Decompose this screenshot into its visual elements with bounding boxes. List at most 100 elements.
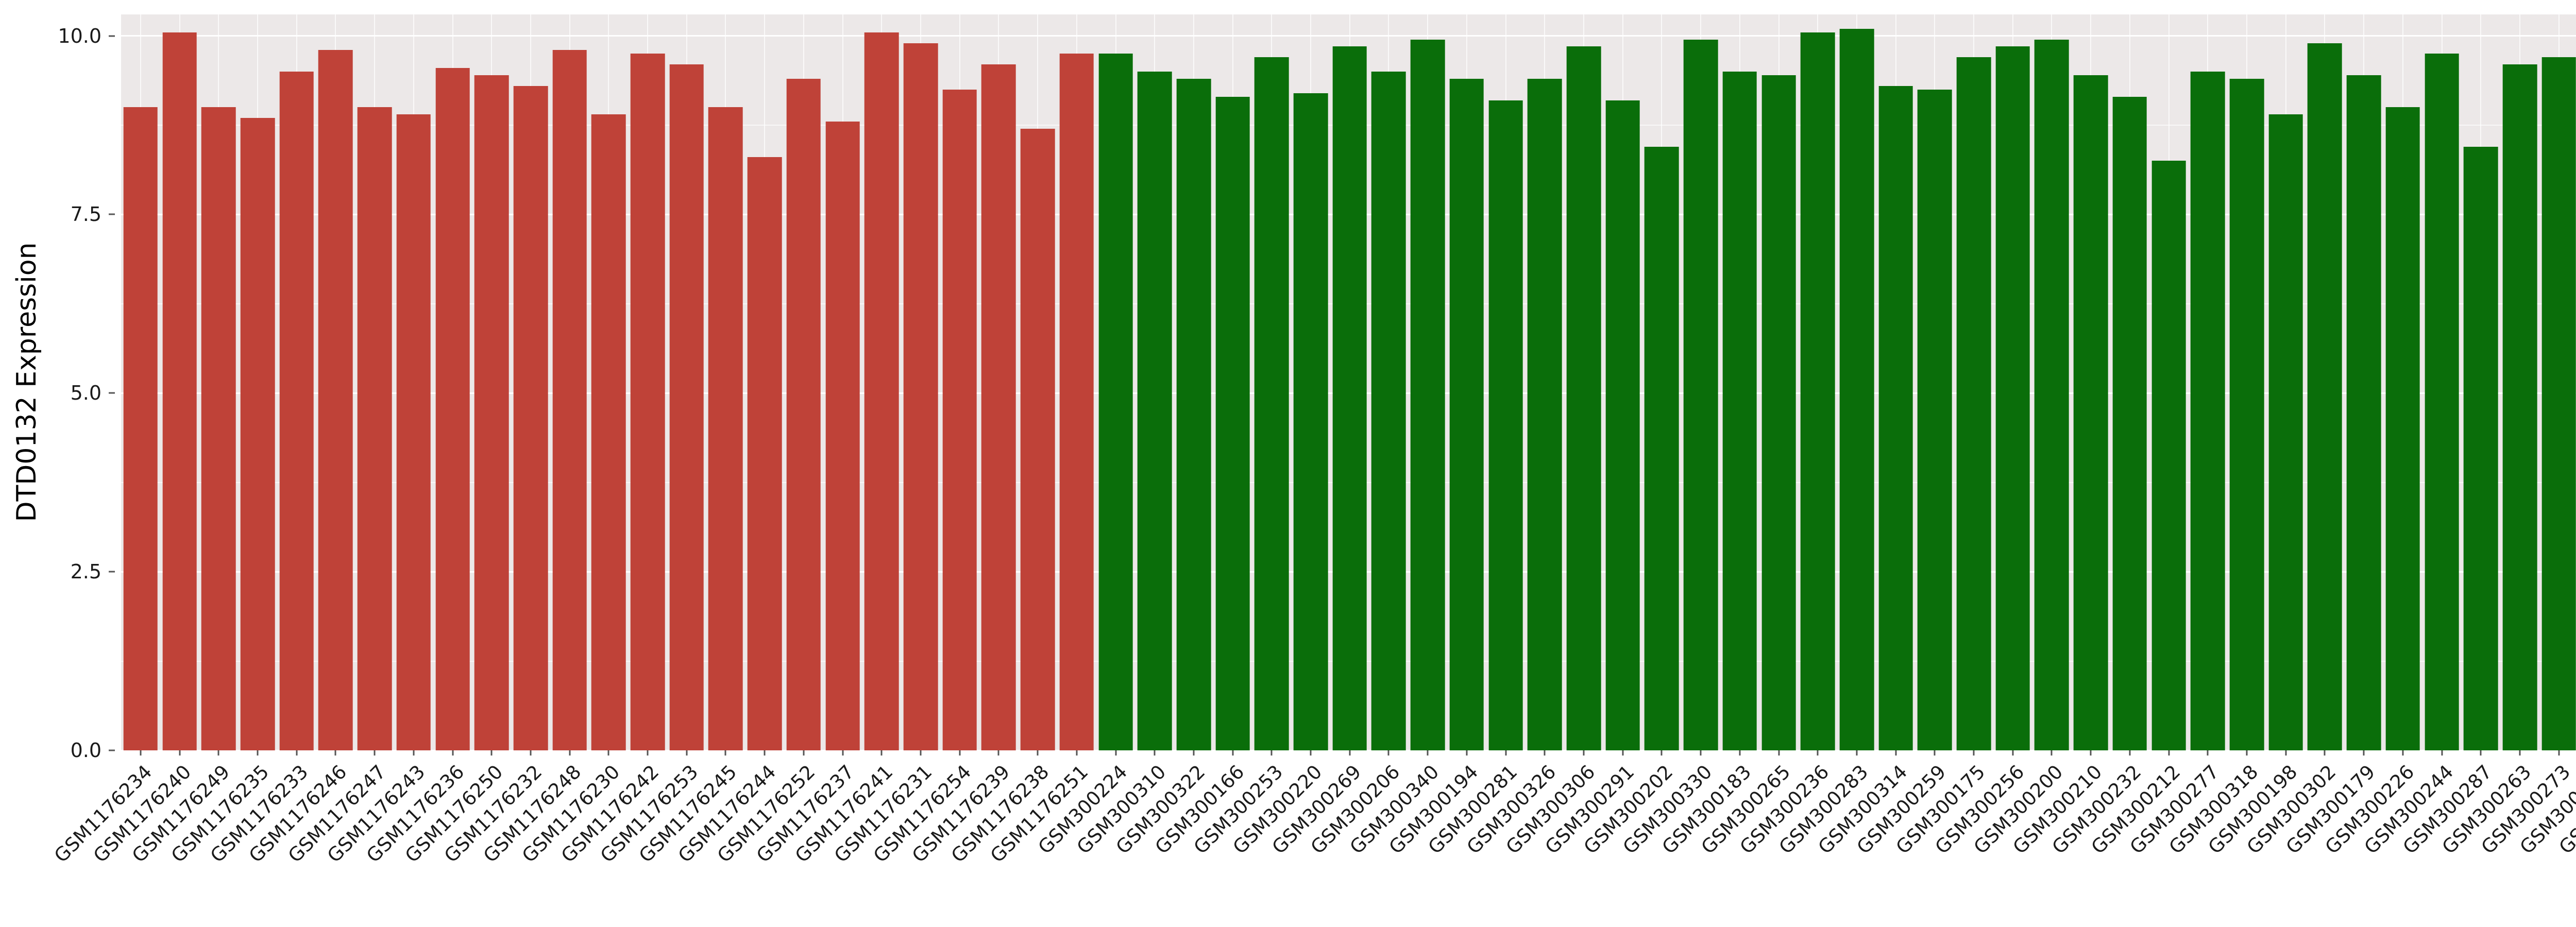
bar xyxy=(981,64,1016,750)
bar xyxy=(747,157,782,750)
x-tick-mark xyxy=(1778,750,1780,756)
x-tick-mark xyxy=(1973,750,1975,756)
bar xyxy=(2541,57,2576,750)
x-tick-mark xyxy=(2441,750,2443,756)
x-tick-mark xyxy=(880,750,883,756)
bar xyxy=(1098,54,1133,750)
x-tick-mark xyxy=(452,750,453,756)
x-tick-mark xyxy=(647,750,649,756)
x-tick-mark xyxy=(2324,750,2326,756)
bar xyxy=(2268,114,2303,750)
bar xyxy=(1645,146,1679,750)
bar xyxy=(1918,89,1952,750)
x-tick-mark xyxy=(1466,750,1468,756)
bar xyxy=(2229,78,2264,750)
bar xyxy=(1332,46,1367,750)
bar xyxy=(2385,107,2420,750)
x-tick-mark xyxy=(1856,750,1858,756)
bar xyxy=(552,50,587,750)
bar xyxy=(1527,78,1562,750)
bar xyxy=(357,107,392,750)
bar xyxy=(1722,72,1757,750)
bar xyxy=(1488,100,1523,750)
bar xyxy=(2502,64,2537,750)
bar xyxy=(1878,85,1913,750)
x-tick-mark xyxy=(2168,750,2170,756)
bar xyxy=(942,89,977,750)
bar xyxy=(2073,75,2108,750)
x-tick-mark xyxy=(490,750,493,756)
x-tick-mark xyxy=(1700,750,1702,756)
bar xyxy=(1176,78,1211,750)
bar xyxy=(1800,32,1835,750)
y-tick-label: 7.5 xyxy=(70,203,101,226)
x-tick-mark xyxy=(1310,750,1312,756)
bar xyxy=(474,75,509,750)
x-tick-mark xyxy=(1817,750,1819,756)
x-tick-mark xyxy=(1427,750,1429,756)
bar xyxy=(162,32,197,750)
x-tick-mark xyxy=(1934,750,1936,756)
x-tick-mark xyxy=(2402,750,2404,756)
bar xyxy=(1449,78,1484,750)
bar xyxy=(630,54,665,750)
bar xyxy=(2308,43,2342,750)
x-tick-mark xyxy=(1505,750,1507,756)
bar xyxy=(825,122,860,750)
x-axis: GSM1176234 GSM1176240 GSM1176249 GSM1176235… xyxy=(50,750,2576,927)
bar xyxy=(240,118,275,750)
x-tick-mark xyxy=(1387,750,1389,756)
bar xyxy=(903,43,938,750)
bar xyxy=(2190,72,2225,750)
x-tick-mark xyxy=(1115,750,1116,756)
bar xyxy=(1255,57,1289,750)
x-tick-mark xyxy=(569,750,571,756)
x-tick-mark xyxy=(686,750,688,756)
x-tick-mark xyxy=(1544,750,1546,756)
bar xyxy=(513,85,548,750)
bar xyxy=(1410,39,1445,750)
bar xyxy=(201,107,236,750)
x-tick-mark xyxy=(1739,750,1741,756)
bar xyxy=(435,68,470,750)
bar xyxy=(1137,72,1172,750)
bar xyxy=(2112,96,2147,750)
x-tick-mark xyxy=(257,750,259,756)
x-tick-mark xyxy=(607,750,609,756)
y-tick-label: 0.0 xyxy=(70,739,101,762)
y-tick-label: 10.0 xyxy=(58,24,101,47)
x-tick-mark xyxy=(1895,750,1897,756)
x-tick-mark xyxy=(2050,750,2053,756)
bar xyxy=(2463,146,2498,750)
x-tick-mark xyxy=(1622,750,1624,756)
bar xyxy=(1215,96,1250,750)
x-tick-mark xyxy=(764,750,766,756)
bar xyxy=(2035,39,2069,750)
x-tick-mark xyxy=(842,750,844,756)
x-tick-mark xyxy=(2012,750,2014,756)
x-tick-mark xyxy=(530,750,532,756)
bar xyxy=(1020,128,1055,750)
x-tick-mark xyxy=(140,750,142,756)
bar xyxy=(1566,46,1601,750)
x-tick-mark xyxy=(2480,750,2482,756)
bar xyxy=(1371,72,1406,750)
x-tick-mark xyxy=(2558,750,2560,756)
x-tick-mark xyxy=(1154,750,1156,756)
y-tick-label: 2.5 xyxy=(70,560,101,583)
x-tick-mark xyxy=(1232,750,1234,756)
x-tick-mark xyxy=(1037,750,1039,756)
bar xyxy=(396,114,431,750)
y-tick-mark xyxy=(109,213,115,215)
bar xyxy=(1605,100,1640,750)
x-tick-mark xyxy=(1270,750,1273,756)
x-tick-mark xyxy=(413,750,415,756)
y-tick-mark xyxy=(109,35,115,37)
bar xyxy=(864,32,899,750)
x-tick-mark xyxy=(1660,750,1663,756)
x-tick-mark xyxy=(1076,750,1078,756)
bar xyxy=(123,107,158,750)
bar xyxy=(279,72,314,750)
bar xyxy=(2425,54,2459,750)
x-tick-mark xyxy=(334,750,336,756)
